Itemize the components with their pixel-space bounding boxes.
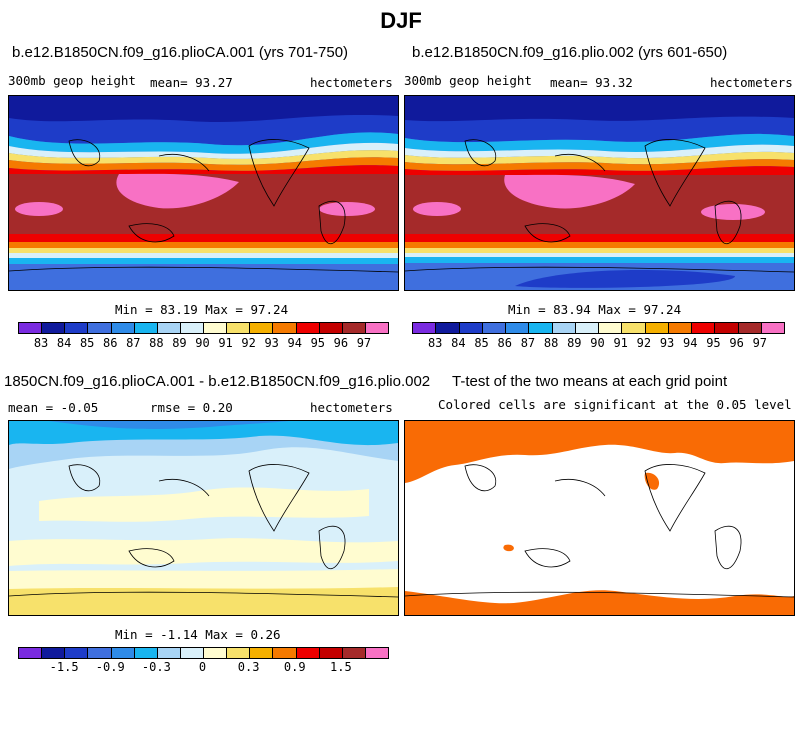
panel1-colorbar-tick-label: 83 <box>33 336 49 350</box>
panel3-mean-label: mean = -0.05 <box>8 400 99 415</box>
panel1-colorbar-tick-label: 85 <box>79 336 95 350</box>
panel3-contour-svg <box>9 421 398 615</box>
panel2-colorbar-tick-label: 85 <box>474 336 489 350</box>
panel4-note: Colored cells are significant at the 0.0… <box>438 397 792 412</box>
panel2-colorbar-tick-label: 83 <box>427 336 443 350</box>
panel1-colorbar-tick-label: 95 <box>310 336 326 350</box>
panel3-colorbar-tick-label: -0.3 <box>141 660 171 674</box>
panel2-colorbar-tick-label: 95 <box>706 336 721 350</box>
panel1-colorbar-tick-label: 87 <box>126 336 141 350</box>
panel1-colorbar-tick-label: 97 <box>356 336 372 350</box>
panel1-colorbar-tick-label: 92 <box>241 336 256 350</box>
panel1-units-label: hectometers <box>310 75 393 90</box>
panel3-units-label: hectometers <box>310 400 393 415</box>
panel2-variable-label: 300mb geop height <box>404 73 532 88</box>
panel1-colorbar-tick-label: 91 <box>218 336 233 350</box>
panel2-colorbar-tick-label: 93 <box>659 336 675 350</box>
panel2-colorbar-tick-label: 88 <box>543 336 559 350</box>
panel3-map <box>8 420 399 616</box>
panel2-colorbar-tick-label: 84 <box>451 336 466 350</box>
panel1-map <box>8 95 399 291</box>
panel2-colorbar-tick-label: 90 <box>590 336 605 350</box>
panel2-colorbar-tick-label: 86 <box>497 336 512 350</box>
panel2-colorbar <box>412 322 785 334</box>
panel2-stats: Min = 83.94 Max = 97.24 <box>508 302 682 317</box>
panel4-map <box>404 420 795 616</box>
panel2-colorbar-tick-label: 96 <box>729 336 744 350</box>
panel1-colorbar-tick-label: 89 <box>172 336 187 350</box>
panel3-colorbar-tick-label: 0.9 <box>283 660 306 674</box>
panel2-colorbar-tick-label: 94 <box>683 336 698 350</box>
panel2-colorbar-tick-label: 97 <box>752 336 768 350</box>
panel3-colorbar <box>18 647 389 659</box>
panel2-contour-svg <box>405 96 794 290</box>
panel3-colorbar-tick-label: -1.5 <box>49 660 79 674</box>
panel1-contour-svg <box>9 96 398 290</box>
panel1-stats: Min = 83.19 Max = 97.24 <box>115 302 289 317</box>
panel2-title: b.e12.B1850CN.f09_g16.plio.002 (yrs 601-… <box>412 44 728 61</box>
panel1-colorbar-tick-label: 94 <box>287 336 302 350</box>
panel3-colorbar-tick-label: 1.5 <box>330 660 352 674</box>
panel3-colorbar-tick-label: -0.9 <box>95 660 125 674</box>
panel1-colorbar-tick-label: 93 <box>264 336 279 350</box>
panel4-title: T-test of the two means at each grid poi… <box>452 373 728 390</box>
figure-title: DJF <box>380 8 422 33</box>
panel2-units-label: hectometers <box>710 75 793 90</box>
panel4-significance-svg <box>405 421 794 615</box>
panel3-title: 1850CN.f09_g16.plioCA.001 - b.e12.B1850C… <box>4 373 431 390</box>
panel1-mean-label: mean= 93.27 <box>150 75 233 90</box>
panel1-colorbar-tick-label: 88 <box>149 336 164 350</box>
panel1-colorbar <box>18 322 389 334</box>
panel1-title: b.e12.B1850CN.f09_g16.plioCA.001 (yrs 70… <box>12 44 349 61</box>
panel2-map <box>404 95 795 291</box>
panel3-stats: Min = -1.14 Max = 0.26 <box>115 627 281 642</box>
panel1-colorbar-tick-label: 86 <box>103 336 118 350</box>
panel2-colorbar-tick-label: 91 <box>613 336 628 350</box>
panel3-colorbar-tick-label: 0 <box>198 660 207 674</box>
panel2-colorbar-tick-label: 92 <box>636 336 652 350</box>
panel1-variable-label: 300mb geop height <box>8 73 136 88</box>
panel3-colorbar-tick-label: 0.3 <box>237 660 260 674</box>
panel2-colorbar-tick-label: 89 <box>567 336 582 350</box>
panel3-rmse-label: rmse = 0.20 <box>150 400 233 415</box>
panel1-colorbar-tick-label: 96 <box>333 336 349 350</box>
panel1-colorbar-tick-label: 84 <box>56 336 72 350</box>
panel2-colorbar-tick-label: 87 <box>520 336 536 350</box>
panel2-mean-label: mean= 93.32 <box>550 75 633 90</box>
panel1-colorbar-tick-label: 90 <box>195 336 210 350</box>
